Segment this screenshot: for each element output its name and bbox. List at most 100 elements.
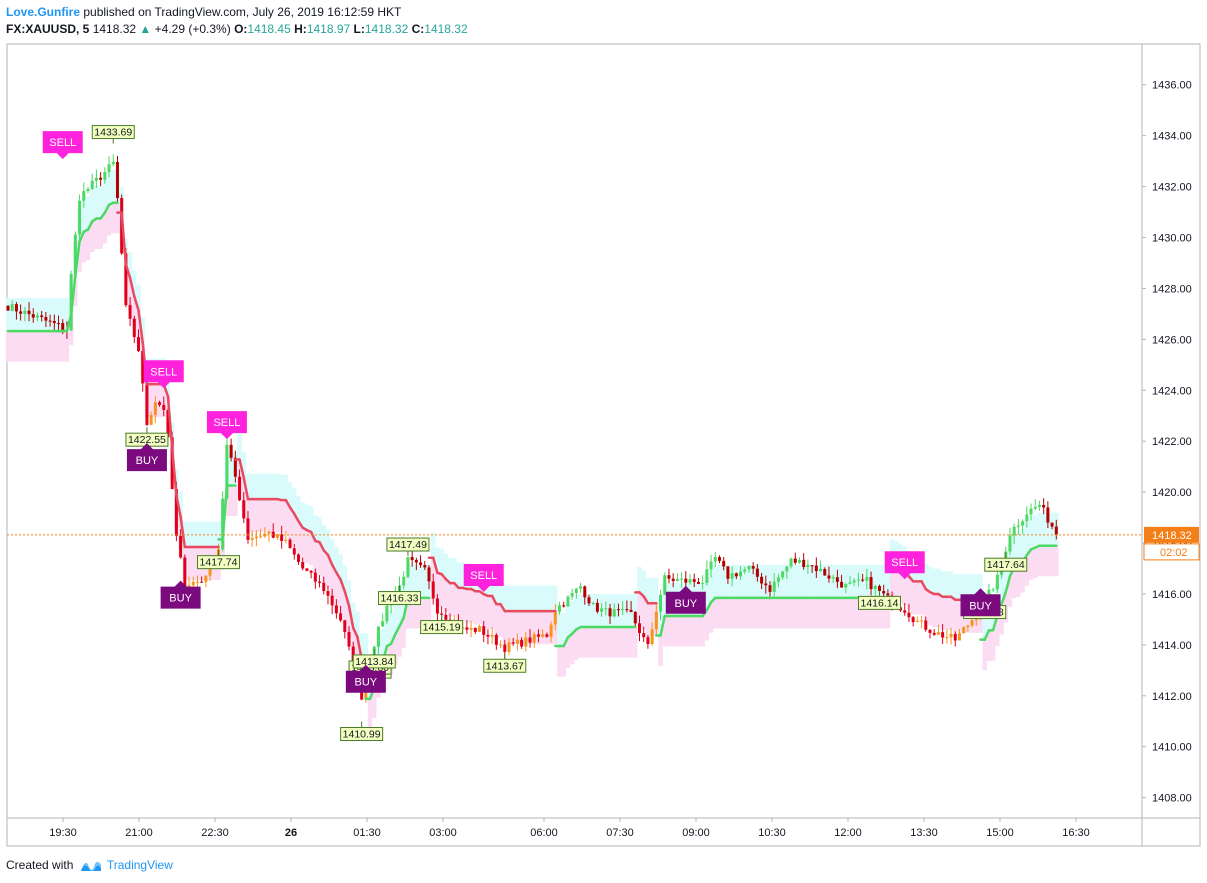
candle-body-149 bbox=[633, 611, 637, 624]
time-axis[interactable]: 19:30 21:00 22:30 26 01:30 03:00 06:00 07:30 09:… bbox=[49, 818, 1090, 839]
candle-body-215 bbox=[911, 617, 915, 623]
buy-signal-label-9: BUY bbox=[969, 600, 992, 612]
band-down-99 bbox=[422, 597, 427, 629]
band-up-136 bbox=[578, 593, 583, 628]
band-up-66 bbox=[283, 474, 289, 501]
band-up-81 bbox=[346, 580, 352, 606]
band-up-90 bbox=[384, 613, 390, 647]
candle-body-45 bbox=[195, 581, 199, 583]
band-up-43 bbox=[186, 521, 192, 547]
band-up-242 bbox=[1024, 522, 1030, 556]
y-tick-label-5: 1426.00 bbox=[1152, 334, 1192, 346]
candle-body-150 bbox=[638, 623, 641, 634]
chart-header: Love.Gunfire published on TradingView.co… bbox=[6, 4, 401, 21]
band-down-98 bbox=[418, 597, 423, 629]
band-down-207 bbox=[877, 597, 882, 629]
band-down-157 bbox=[666, 615, 672, 647]
candle-body-243 bbox=[1029, 508, 1033, 515]
candle-body-114 bbox=[486, 634, 490, 637]
band-down-79 bbox=[338, 579, 343, 613]
band-down-26 bbox=[115, 202, 120, 234]
trail-segment-116 bbox=[490, 594, 498, 606]
candle-body-153 bbox=[650, 629, 654, 645]
band-up-156 bbox=[662, 582, 667, 616]
symbol-name[interactable]: FX:XAUUSD, 5 bbox=[6, 22, 90, 36]
band-down-137 bbox=[582, 627, 587, 658]
band-up-130 bbox=[553, 585, 558, 612]
band-down-143 bbox=[607, 627, 613, 658]
candle-body-3 bbox=[19, 311, 23, 314]
band-up-41 bbox=[178, 491, 183, 517]
band-down-95 bbox=[405, 597, 411, 629]
low-label: L: bbox=[353, 22, 365, 36]
band-up-74 bbox=[317, 516, 322, 543]
band-up-68 bbox=[292, 488, 297, 514]
trail-segment-93 bbox=[394, 624, 401, 636]
candle-body-72 bbox=[309, 570, 313, 573]
band-down-149 bbox=[633, 627, 638, 658]
band-down-66 bbox=[283, 500, 289, 534]
band-down-216 bbox=[915, 581, 920, 615]
band-down-119 bbox=[506, 611, 512, 645]
band-down-97 bbox=[414, 597, 419, 629]
signal-layer: SELL SELL BUY SELL BUY BUY SELL BUY SELL BUY bbox=[42, 131, 1001, 693]
candle-body-188 bbox=[797, 559, 801, 563]
candle-body-37 bbox=[162, 404, 166, 410]
band-up-10 bbox=[47, 297, 53, 332]
band-down-96 bbox=[409, 597, 415, 629]
band-down-155 bbox=[658, 635, 663, 667]
band-down-23 bbox=[102, 212, 108, 244]
band-up-14 bbox=[64, 297, 70, 332]
band-down-213 bbox=[902, 571, 907, 606]
candle-body-133 bbox=[566, 596, 570, 607]
trail-segment-78 bbox=[330, 563, 338, 574]
band-up-243 bbox=[1028, 516, 1034, 550]
band-down-92 bbox=[393, 634, 398, 665]
x-tick-label-4: 01:30 bbox=[353, 827, 381, 839]
trail-layer bbox=[6, 201, 1058, 701]
band-up-104 bbox=[443, 553, 449, 580]
candle-body-242 bbox=[1025, 514, 1029, 522]
candle-body-94 bbox=[402, 576, 406, 586]
candle-body-55 bbox=[238, 476, 242, 501]
candle-body-9 bbox=[44, 317, 48, 321]
low-value: 1418.32 bbox=[364, 22, 409, 36]
band-up-96 bbox=[409, 564, 415, 598]
band-up-79 bbox=[338, 554, 343, 580]
candle-body-69 bbox=[296, 554, 300, 562]
candle-body-239 bbox=[1012, 526, 1016, 536]
x-tick-label-2: 22:30 bbox=[201, 827, 229, 839]
candle-body-126 bbox=[536, 634, 540, 637]
band-down-181 bbox=[767, 597, 773, 629]
band-up-98 bbox=[418, 564, 423, 598]
band-up-166 bbox=[704, 576, 710, 610]
candle-body-131 bbox=[558, 605, 562, 612]
price-label-box-9 bbox=[197, 555, 240, 570]
band-down-94 bbox=[401, 617, 406, 649]
band-down-165 bbox=[700, 615, 705, 647]
band-down-29 bbox=[127, 277, 133, 312]
band-up-72 bbox=[308, 506, 314, 532]
author-name[interactable]: Love.Gunfire bbox=[6, 5, 81, 19]
band-down-75 bbox=[321, 550, 326, 584]
band-up-239 bbox=[1011, 534, 1017, 568]
band-down-177 bbox=[750, 597, 756, 629]
band-down-132 bbox=[561, 645, 566, 677]
band-down-232 bbox=[982, 639, 987, 671]
candle-body-76 bbox=[326, 591, 330, 596]
price-axis[interactable]: 1436.00 1434.00 1432.00 1430.00 1428.00 1426.… bbox=[1142, 80, 1192, 805]
candle-body-228 bbox=[966, 625, 970, 628]
tradingview-link[interactable]: TradingView bbox=[106, 858, 173, 872]
band-up-13 bbox=[60, 297, 65, 332]
band-down-3 bbox=[18, 331, 23, 362]
band-down-179 bbox=[759, 597, 764, 629]
trail-segment-69 bbox=[293, 512, 300, 523]
candle-body-16 bbox=[73, 234, 77, 274]
band-down-238 bbox=[1007, 576, 1013, 607]
candle-body-189 bbox=[802, 559, 806, 567]
sell-signal-label-8: SELL bbox=[891, 557, 918, 569]
x-tick-label-3: 26 bbox=[285, 827, 297, 839]
band-up-153 bbox=[649, 577, 655, 604]
candle-body-141 bbox=[600, 608, 604, 612]
